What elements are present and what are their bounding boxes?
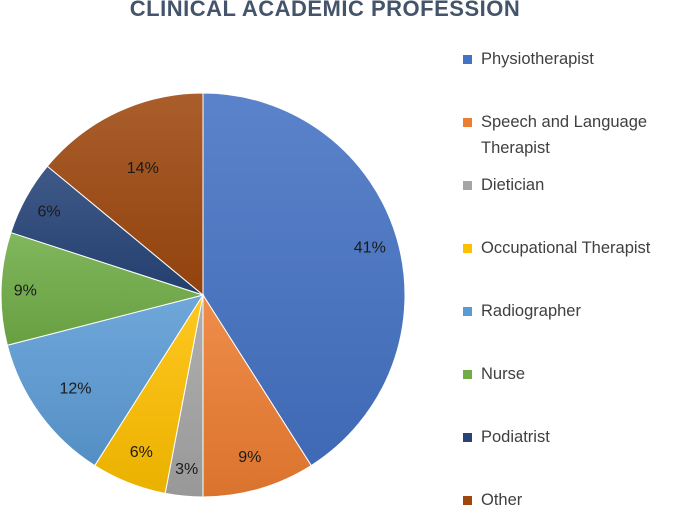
legend-label: Nurse xyxy=(481,365,526,383)
legend-label: Dietician xyxy=(481,176,545,194)
legend-label: Radiographer xyxy=(481,302,581,320)
legend-swatch xyxy=(463,370,472,379)
pie-slice-physiotherapist xyxy=(202,92,406,467)
data-label-nurse: 9% xyxy=(14,282,37,299)
data-label-occupational-therapist: 6% xyxy=(130,444,153,461)
legend-swatch xyxy=(463,55,472,64)
legend-label: Occupational Therapist xyxy=(481,239,651,257)
pie-slice-other xyxy=(46,92,204,297)
legend-item-dietician: Dietician xyxy=(463,172,685,198)
legend-item-nurse: Nurse xyxy=(463,361,685,387)
legend-item-podiatrist: Podiatrist xyxy=(463,424,685,450)
legend-swatch xyxy=(463,307,472,316)
legend-item-occupational-therapist: Occupational Therapist xyxy=(463,235,685,261)
legend-swatch xyxy=(463,244,472,253)
legend-item-physiotherapist: Physiotherapist xyxy=(463,46,685,72)
legend-item-radiographer: Radiographer xyxy=(463,298,685,324)
legend-label: Physiotherapist xyxy=(481,50,594,68)
legend-swatch xyxy=(463,433,472,442)
pie-slice-radiographer xyxy=(6,294,205,467)
data-label-podiatrist: 6% xyxy=(37,203,60,220)
data-label-physiotherapist: 41% xyxy=(354,240,386,257)
legend-label: Podiatrist xyxy=(481,428,550,446)
legend-swatch xyxy=(463,181,472,190)
legend-swatch xyxy=(463,496,472,505)
chart-title: CLINICAL ACADEMIC PROFESSION xyxy=(129,0,521,21)
legend-label: Speech and Language Therapist xyxy=(481,113,648,157)
pie-slice-speech-and-language-therapist xyxy=(202,293,312,498)
data-label-speech-and-language-therapist: 9% xyxy=(238,449,261,466)
data-label-other: 14% xyxy=(127,160,159,177)
legend-item-other: Other xyxy=(463,487,685,513)
data-label-dietician: 3% xyxy=(175,461,198,478)
pie-slice-nurse xyxy=(0,231,205,346)
data-label-radiographer: 12% xyxy=(59,381,91,398)
legend-swatch xyxy=(463,118,472,127)
legend-label: Other xyxy=(481,491,523,509)
legend-item-speech-and-language-therapist: Speech and Language Therapist xyxy=(463,109,685,161)
